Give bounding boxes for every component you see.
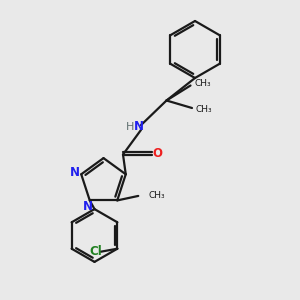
Text: Cl: Cl	[89, 245, 102, 258]
Text: O: O	[152, 147, 163, 161]
Text: CH₃: CH₃	[196, 105, 212, 114]
Text: CH₃: CH₃	[149, 191, 165, 200]
Text: N: N	[70, 166, 80, 179]
Text: N: N	[134, 120, 144, 134]
Text: CH₃: CH₃	[194, 80, 211, 88]
Text: N: N	[82, 200, 93, 213]
Text: H: H	[126, 122, 134, 132]
